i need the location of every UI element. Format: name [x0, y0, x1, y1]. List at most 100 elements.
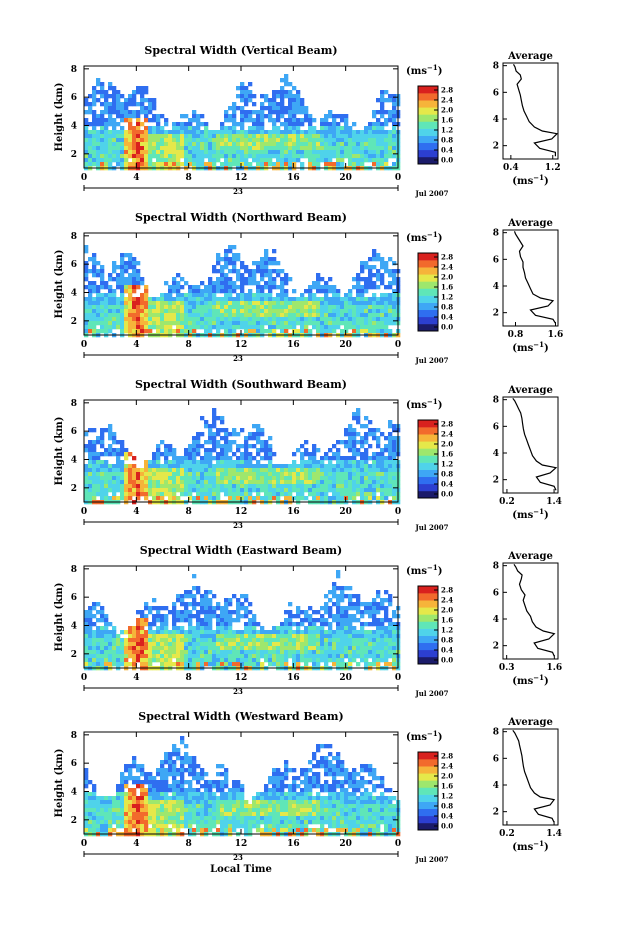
- heatmap-cell: [344, 622, 349, 627]
- heatmap-cell: [392, 480, 397, 485]
- y-tick-label: 8: [71, 232, 77, 242]
- heatmap-cell: [164, 452, 169, 457]
- heatmap-cell: [156, 638, 161, 643]
- heatmap-cell: [284, 325, 289, 330]
- heatmap-cell: [340, 472, 345, 477]
- heatmap-cell: [372, 301, 377, 306]
- heatmap-cell: [348, 484, 353, 489]
- heatmap-cell: [288, 614, 293, 619]
- heatmap-cell: [124, 98, 129, 103]
- heatmap-cell: [292, 460, 297, 465]
- heatmap-cell: [376, 456, 381, 461]
- heatmap-cell: [180, 313, 185, 318]
- heatmap-cell: [260, 468, 265, 473]
- heatmap-cell: [220, 618, 225, 623]
- heatmap-cell: [152, 301, 157, 306]
- heatmap-cell: [216, 257, 221, 262]
- heatmap-cell: [232, 142, 237, 147]
- heatmap-cell: [232, 269, 237, 274]
- heatmap-cell: [136, 484, 141, 489]
- heatmap-cell: [208, 150, 213, 155]
- heatmap-cell: [96, 269, 101, 274]
- heatmap-cell: [188, 456, 193, 461]
- heatmap-cell: [180, 646, 185, 651]
- heatmap-cell: [220, 150, 225, 155]
- y-tick-label: 6: [71, 427, 77, 437]
- heatmap-cell: [300, 146, 305, 151]
- heatmap-cell: [296, 642, 301, 647]
- colorbar-tick-label: 2.4: [441, 430, 453, 439]
- heatmap-cell: [360, 472, 365, 477]
- heatmap-cell: [316, 480, 321, 485]
- heatmap-cell: [88, 662, 93, 667]
- heatmap-cell: [124, 448, 129, 453]
- heatmap-cell: [308, 618, 313, 623]
- heatmap-cell: [172, 626, 177, 631]
- heatmap-cell: [196, 126, 201, 131]
- heatmap-cell: [300, 456, 305, 461]
- heatmap-cell: [88, 622, 93, 627]
- profile-unit-exponent: −1: [533, 173, 544, 182]
- heatmap-cell: [184, 492, 189, 497]
- heatmap-cell: [204, 301, 209, 306]
- heatmap-cell: [212, 424, 217, 429]
- heatmap-cell: [292, 472, 297, 477]
- heatmap-cell: [180, 610, 185, 615]
- profile-x-tick-label: 1.6: [548, 330, 564, 340]
- heatmap-cell: [284, 277, 289, 282]
- heatmap-cell: [208, 325, 213, 330]
- colorbar-tick-label: 0.0: [441, 490, 453, 499]
- heatmap-cell: [96, 650, 101, 655]
- heatmap-cell: [344, 138, 349, 143]
- heatmap-cell: [236, 602, 241, 607]
- heatmap-cell: [228, 158, 233, 163]
- colorbar-tick-label: 2.8: [441, 420, 453, 429]
- heatmap-cell: [92, 630, 97, 635]
- heatmap-cell: [108, 488, 113, 493]
- heatmap-cell: [312, 752, 317, 757]
- heatmap-cell: [236, 484, 241, 489]
- heatmap-cell: [292, 301, 297, 306]
- heatmap-cell: [152, 630, 157, 635]
- heatmap-cell: [376, 118, 381, 123]
- heatmap-cell: [244, 154, 249, 159]
- heatmap-cell: [260, 285, 265, 290]
- heatmap-cell: [228, 456, 233, 461]
- heatmap-cell: [136, 626, 141, 631]
- heatmap-cell: [168, 646, 173, 651]
- heatmap-cell: [304, 480, 309, 485]
- heatmap-cell: [240, 98, 245, 103]
- heatmap-cell: [208, 130, 213, 135]
- heatmap-cell: [388, 321, 393, 326]
- heatmap-cell: [216, 138, 221, 143]
- heatmap-cell: [248, 118, 253, 123]
- heatmap-cell: [312, 468, 317, 473]
- heatmap-cell: [356, 472, 361, 477]
- profile-y-tick-label: 6: [493, 422, 499, 432]
- heatmap-cell: [340, 297, 345, 302]
- heatmap-cell: [252, 646, 257, 651]
- heatmap-cell: [92, 325, 97, 330]
- heatmap-cell: [292, 464, 297, 469]
- heatmap-cell: [192, 289, 197, 294]
- heatmap-cell: [244, 86, 249, 91]
- heatmap-cell: [368, 265, 373, 270]
- heatmap-cell: [292, 126, 297, 131]
- heatmap-cell: [108, 630, 113, 635]
- heatmap-cell: [100, 452, 105, 457]
- heatmap-cell: [172, 630, 177, 635]
- heatmap-cell: [220, 460, 225, 465]
- heatmap-cell: [148, 622, 153, 627]
- heatmap-cell: [300, 154, 305, 159]
- heatmap-cell: [88, 142, 93, 147]
- heatmap-cell: [212, 325, 217, 330]
- heatmap-cell: [240, 261, 245, 266]
- heatmap-cell: [376, 309, 381, 314]
- heatmap-cell: [184, 297, 189, 302]
- heatmap-cell: [232, 301, 237, 306]
- heatmap-cell: [372, 472, 377, 477]
- heatmap-cell: [208, 622, 213, 627]
- heatmap-cell: [164, 476, 169, 481]
- heatmap-cell: [348, 305, 353, 310]
- heatmap-cell: [168, 130, 173, 135]
